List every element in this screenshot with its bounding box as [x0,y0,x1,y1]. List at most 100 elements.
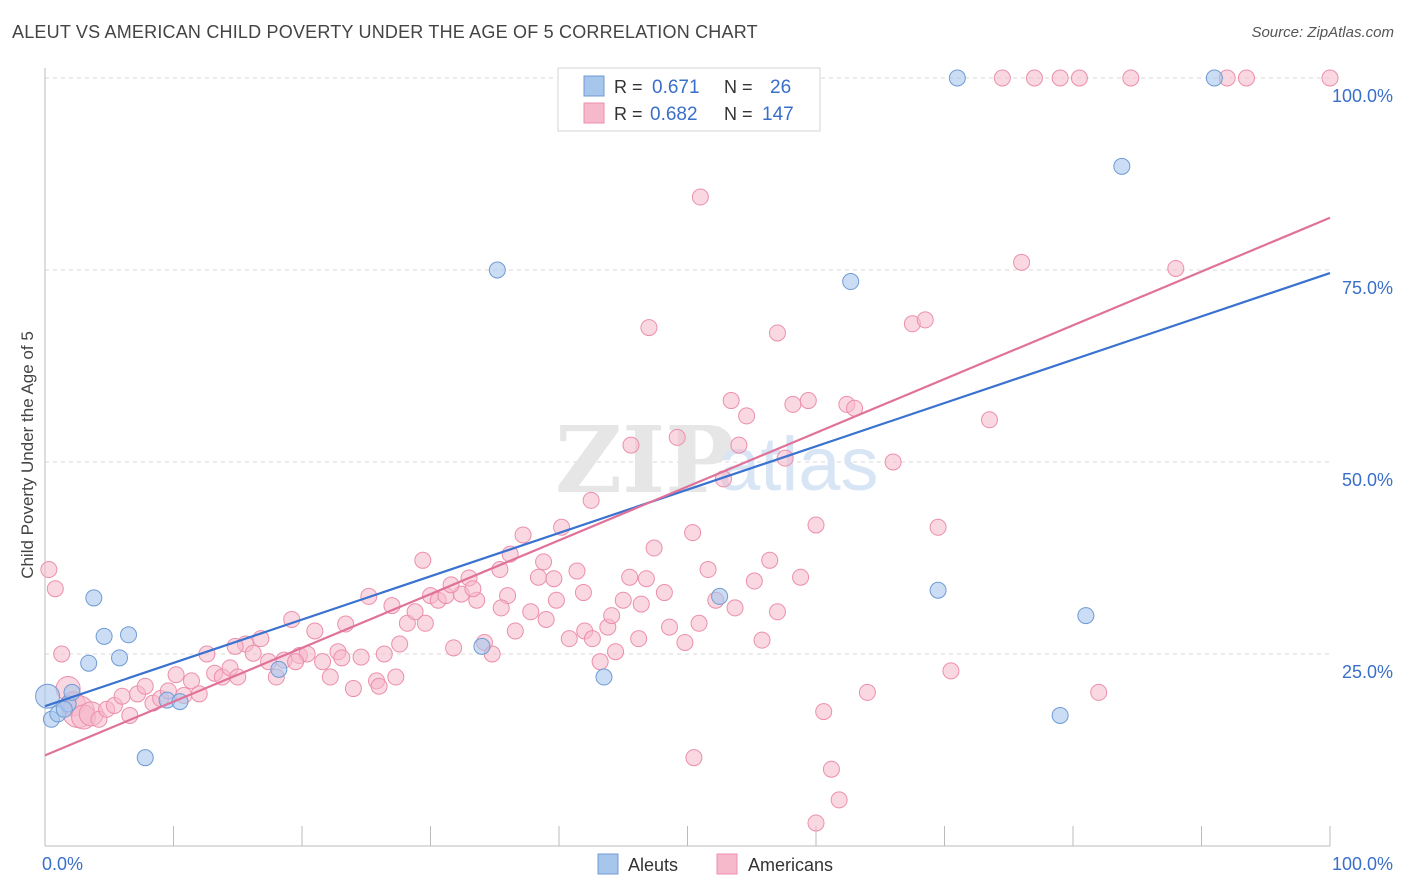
american-point [244,644,262,662]
aleut-point [1077,607,1095,625]
american-point [691,188,709,206]
american-point [583,630,601,648]
american-point [370,677,388,695]
american-point [113,687,131,705]
american-point [333,649,351,667]
american-point [1051,69,1069,87]
american-point [414,551,432,569]
american-point [784,395,802,413]
legend-r-label-americans: R = [614,104,643,124]
american-point [321,668,339,686]
aleut-point [80,654,98,672]
american-point [730,436,748,454]
trend-lines [44,216,1331,757]
american-point [529,568,547,586]
american-point [929,518,947,536]
american-point [387,668,405,686]
american-point [637,570,655,588]
american-point [182,672,200,690]
american-point [1167,259,1185,277]
aleut-point [136,749,154,767]
american-point [726,599,744,617]
legend-swatch-americans [583,102,605,124]
aleut-point [929,581,947,599]
american-point [167,666,185,684]
series-legend: Aleuts Americans [597,853,833,875]
american-point [830,791,848,809]
watermark-zip: ZIP [555,406,734,514]
american-point [822,760,840,778]
aleut-point [595,668,613,686]
footer-label-aleuts: Aleuts [628,855,678,875]
aleut-point [111,649,129,667]
american-point [776,449,794,467]
footer-swatch-aleuts [597,853,619,875]
american-point [445,639,463,657]
american-point [1025,69,1043,87]
legend-n-label-americans: N = [724,104,753,124]
american-point [630,630,648,648]
american-point [582,491,600,509]
american-point [738,407,756,425]
american-point [645,539,663,557]
american-point [753,631,771,649]
american-point [545,570,563,588]
american-point [815,703,833,721]
legend-n-label-aleuts: N = [724,77,753,97]
american-points [40,69,1339,832]
aleut-point [55,700,73,718]
y-tick-label: 75.0% [1342,278,1393,298]
american-point [53,645,71,663]
axes-layer: 25.0% 50.0% 75.0% 100.0% 0.0% 100.0% [42,68,1393,874]
y-axis-title: Child Poverty Under the Age of 5 [18,331,37,579]
american-point [506,622,524,640]
american-point [1237,69,1255,87]
aleut-point [488,261,506,279]
footer-swatch-americans [716,853,738,875]
american-point [799,392,817,410]
american-point [676,633,694,651]
american-point [416,614,434,632]
american-point [722,392,740,410]
american-point [1122,69,1140,87]
y-tick-label: 50.0% [1342,470,1393,490]
aleut-point [1113,157,1131,175]
american-point [314,653,332,671]
american-point [690,614,708,632]
american-point [640,319,658,337]
american-point [1070,69,1088,87]
aleut-point [1205,69,1223,87]
american-point [547,591,565,609]
aleut-point [95,627,113,645]
american-point [661,618,679,636]
x-tick-label: 0.0% [42,854,83,874]
american-point [685,749,703,767]
american-point [306,622,324,640]
y-tick-label: 25.0% [1342,662,1393,682]
american-point [591,653,609,671]
aleut-point [270,660,288,678]
american-point [768,603,786,621]
legend-n-value-aleuts: 26 [770,77,791,98]
american-point [464,580,482,598]
american-point [568,562,586,580]
american-point [492,599,510,617]
american-point [1090,683,1108,701]
american-point [807,516,825,534]
aleut-point [473,637,491,655]
american-point [668,428,686,446]
american-point [884,453,902,471]
american-point [858,683,876,701]
american-point [535,553,553,571]
american-point [1013,253,1031,271]
american-point [993,69,1011,87]
american-point [684,524,702,542]
american-point [916,311,934,329]
aleut-point [711,587,729,605]
american-point [621,568,639,586]
legend-swatch-aleuts [583,75,605,97]
chart-title: ALEUT VS AMERICAN CHILD POVERTY UNDER TH… [12,22,758,42]
source-credit: Source: ZipAtlas.com [1251,24,1394,41]
american-point [614,591,632,609]
